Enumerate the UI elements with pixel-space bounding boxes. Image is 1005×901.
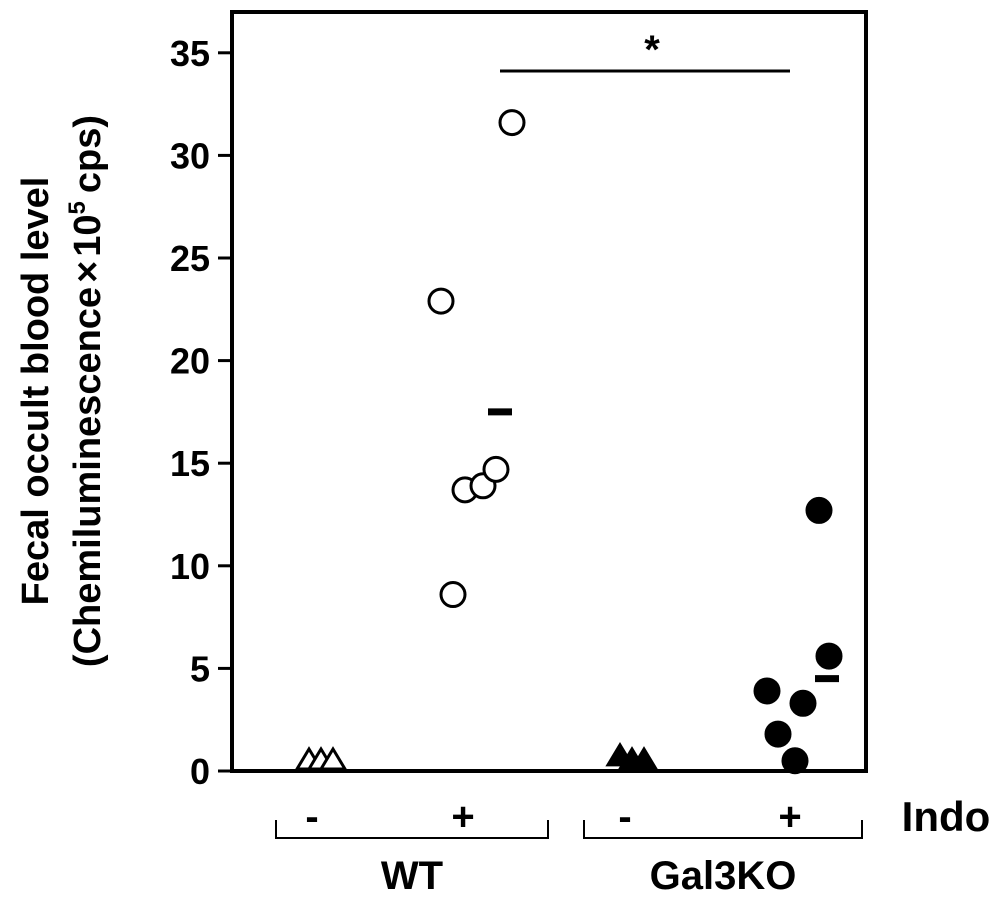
data-point xyxy=(789,689,817,717)
treatment-sign-label: + xyxy=(451,795,474,839)
group-bracket xyxy=(583,820,863,839)
treatment-label: Indo xyxy=(902,793,991,840)
treatment-sign-label: - xyxy=(305,795,318,839)
y-tick-label: 0 xyxy=(190,751,210,792)
data-points xyxy=(294,109,843,775)
y-tick-label: 25 xyxy=(170,238,210,279)
data-point xyxy=(439,581,467,609)
data-point xyxy=(815,642,843,670)
mean-markers xyxy=(488,408,839,683)
data-point xyxy=(482,455,510,483)
significance-asterisk: * xyxy=(644,28,660,72)
y-axis-title-line2: (Chemiluminescence×105cps) xyxy=(64,115,109,667)
y-axis: 0 5 10 15 20 25 30 35 xyxy=(170,33,232,792)
y-tick-label: 5 xyxy=(190,648,210,689)
data-point xyxy=(318,746,348,771)
group-label: Gal3KO xyxy=(650,854,797,898)
treatment-sign-label: - xyxy=(618,795,631,839)
group-label: WT xyxy=(381,854,443,898)
data-point xyxy=(764,720,792,748)
significance-bracket: * xyxy=(500,28,790,73)
data-point xyxy=(629,746,659,771)
group-bracket xyxy=(275,820,549,839)
y-tick-label: 10 xyxy=(170,546,210,587)
data-point xyxy=(781,747,809,775)
y-tick-label: 15 xyxy=(170,443,210,484)
data-point xyxy=(498,109,526,137)
y-tick-label: 20 xyxy=(170,341,210,382)
treatment-sign-label: + xyxy=(778,795,801,839)
data-point xyxy=(805,496,833,524)
y-tick-label: 30 xyxy=(170,135,210,176)
data-point xyxy=(427,287,455,315)
data-point xyxy=(753,677,781,705)
y-tick-label: 35 xyxy=(170,33,210,74)
plot-frame xyxy=(230,10,868,773)
y-axis-title-line1: Fecal occult blood level xyxy=(15,177,57,606)
